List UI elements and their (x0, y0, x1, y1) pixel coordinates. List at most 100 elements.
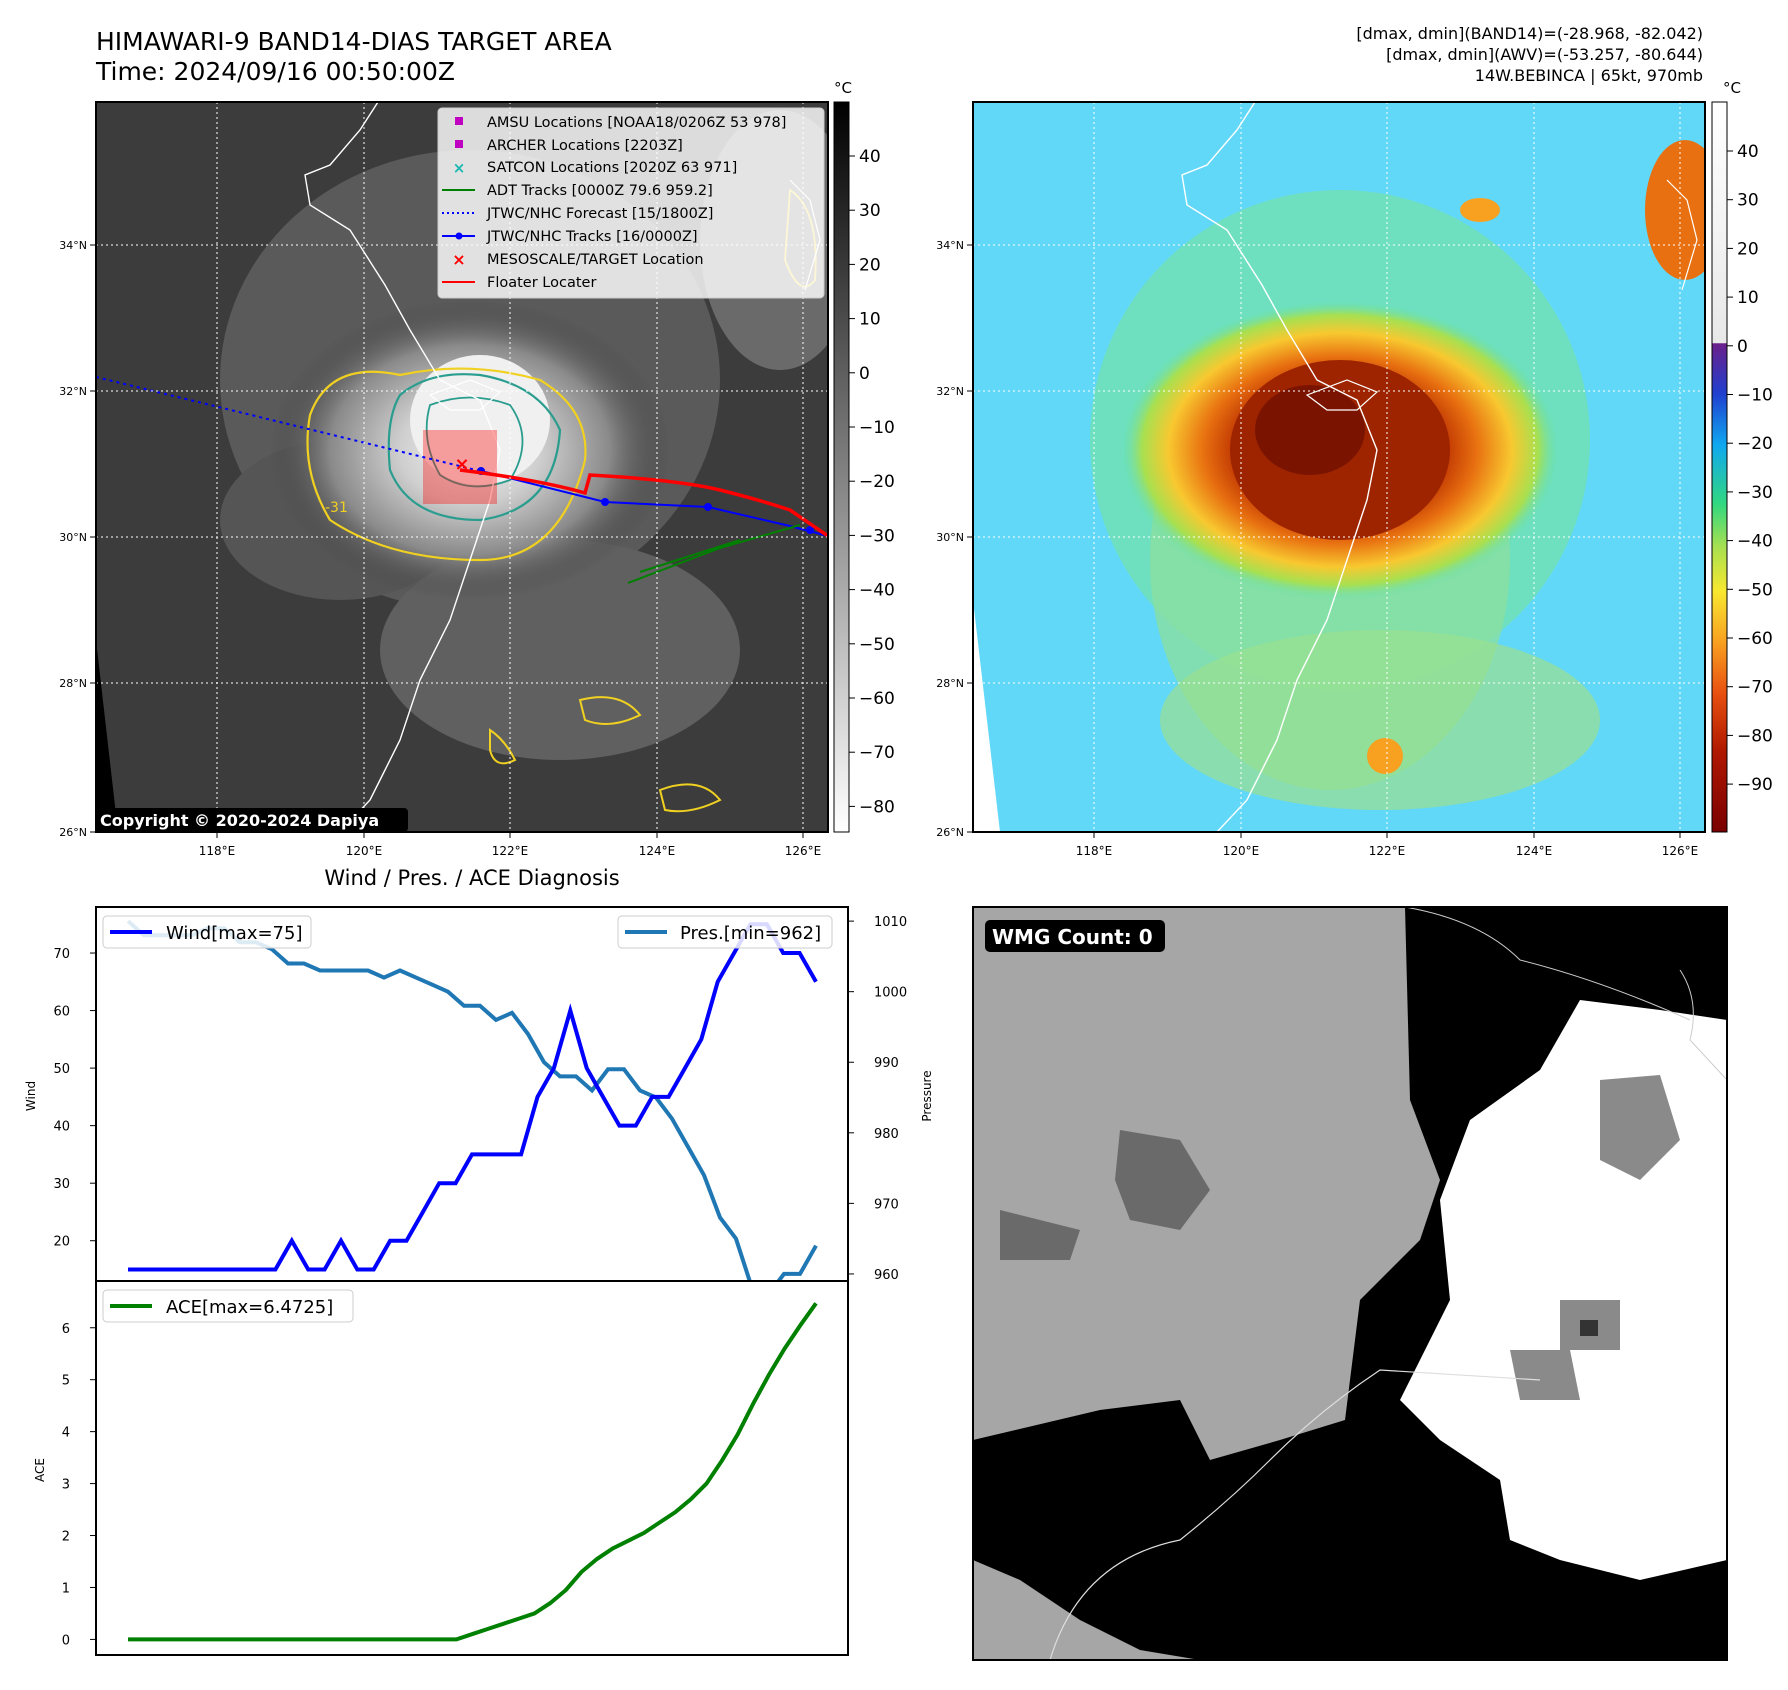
stats-awv: [dmax, dmin](AWV)=(-53.257, -80.644) (1386, 45, 1703, 64)
copyright-text: Copyright © 2020-2024 Dapiya (100, 811, 379, 830)
wind-tick: 30 (53, 1177, 70, 1192)
legend-satcon-symbol: × (453, 159, 466, 177)
ir-colorbar-tick: −60 (859, 689, 895, 709)
legend-satcon: SATCON Locations [2020Z 63 971] (487, 160, 737, 176)
legend-floater: Floater Locater (487, 275, 596, 291)
ir-colorbar-tick: −30 (859, 526, 895, 546)
pressure-tick: 1000 (874, 986, 907, 1001)
ir-lat-tick: 30°N (59, 531, 87, 544)
awv-lat-tick: 28°N (936, 677, 964, 690)
pressure-tick: 970 (874, 1197, 899, 1212)
awv-colorbar-tick: −10 (1737, 386, 1773, 406)
legend-adt: ADT Tracks [0000Z 79.6 959.2] (487, 183, 713, 199)
awv-colorbar-tick: 0 (1737, 337, 1748, 357)
legend-tracks: JTWC/NHC Tracks [16/0000Z] (486, 229, 698, 245)
legend-target: MESOSCALE/TARGET Location (487, 252, 704, 268)
wmg-count-box (985, 920, 1165, 952)
ir-colorbar-tick: 10 (859, 310, 881, 330)
pressure-legend-label: Pres.[min=962] (680, 923, 821, 944)
legend-archer: ARCHER Locations [2203Z] (487, 138, 683, 154)
ace-series-line (128, 1302, 818, 1642)
pressure-tick: 960 (874, 1268, 899, 1283)
awv-lat-tick: 32°N (936, 385, 964, 398)
awv-colorbar-tick: 20 (1737, 239, 1759, 259)
ace-tick: 4 (62, 1426, 70, 1441)
ace-legend-label: ACE[max=6.4725] (166, 1297, 333, 1318)
ir-colorbar-tick: −20 (859, 472, 895, 492)
ir-lon-tick: 118°E (199, 844, 236, 858)
awv-colorbar: °C 40 30 20 10 0 −10 −20 −30 −40 −50 −60 −70 −80 −90 (1711, 79, 1773, 833)
awv-colorbar-tick: −60 (1737, 629, 1773, 649)
page-time: Time: 2024/09/16 00:50:00Z (95, 57, 455, 86)
awv-map-ticks: 118°E 120°E 122°E 124°E 126°E 34°N 32°N 30°N 28°… (936, 239, 1698, 858)
awv-lat-tick: 34°N (936, 239, 964, 252)
wind-legend: Wind[max=75] (102, 915, 312, 949)
awv-lon-tick: 126°E (1662, 844, 1699, 858)
awv-lat-tick: 26°N (936, 826, 964, 839)
wind-tick: 60 (53, 1005, 70, 1020)
copyright-box (96, 808, 408, 832)
ir-colorbar-tick: 30 (859, 201, 881, 221)
ir-colorbar-tick: −70 (859, 743, 895, 763)
ace-tick: 5 (62, 1374, 70, 1389)
ir-colorbar: °C 40 30 20 10 0 −10 −20 −30 −40 −50 −60 −70 −80 (833, 79, 895, 833)
awv-colorbar-tick: 40 (1737, 142, 1759, 162)
awv-colorbar-tick: 10 (1737, 288, 1759, 308)
diagnosis-title: Wind / Pres. / ACE Diagnosis (324, 866, 619, 890)
ir-lat-tick: 26°N (59, 826, 87, 839)
ir-legend: AMSU Locations [NOAA18/0206Z 53 978] ARC… (437, 107, 825, 299)
awv-colorbar-tick: −80 (1737, 726, 1773, 746)
ir-colorbar-tick: −40 (859, 581, 895, 601)
pressure-axis-label: Pressure (920, 1070, 934, 1121)
awv-lat-tick: 30°N (936, 531, 964, 544)
legend-archer-symbol (455, 140, 463, 148)
awv-colorbar-tick: 30 (1737, 191, 1759, 211)
legend-amsu-symbol (455, 117, 463, 125)
ir-lon-tick: 124°E (639, 844, 676, 858)
ir-lon-tick: 122°E (492, 844, 529, 858)
wind-legend-label: Wind[max=75] (166, 923, 303, 944)
awv-colorbar-tick: −90 (1737, 775, 1773, 795)
ir-lat-tick: 28°N (59, 677, 87, 690)
contour-label: -31 (325, 500, 348, 516)
storm-info: 14W.BEBINCA | 65kt, 970mb (1475, 66, 1703, 85)
wind-tick: 40 (53, 1120, 70, 1135)
pressure-tick: 990 (874, 1056, 899, 1071)
pressure-tick: 1010 (874, 915, 907, 930)
stats-band14: [dmax, dmin](BAND14)=(-28.968, -82.042) (1356, 24, 1703, 43)
page-title: HIMAWARI-9 BAND14-DIAS TARGET AREA (96, 27, 612, 56)
awv-lon-tick: 118°E (1076, 844, 1113, 858)
ace-tick: 0 (62, 1633, 70, 1648)
wind-tick: 50 (53, 1062, 70, 1077)
ir-lon-tick: 120°E (346, 844, 383, 858)
ir-lon-tick: 126°E (785, 844, 822, 858)
ace-axis-label: ACE (33, 1458, 47, 1482)
ir-colorbar-tick: 40 (859, 147, 881, 167)
ir-colorbar-tick: 0 (859, 364, 870, 384)
ir-colorbar-tick: −80 (859, 797, 895, 817)
pressure-tick: 980 (874, 1127, 899, 1142)
ir-colorbar-tick: 20 (859, 255, 881, 275)
awv-colorbar-tick: −70 (1737, 678, 1773, 698)
awv-lon-tick: 124°E (1516, 844, 1553, 858)
ir-map-panel: -31 × Copyright © 2020-2024 Dapiya (59, 101, 829, 858)
legend-target-symbol: × (452, 250, 465, 269)
ace-tick: 6 (62, 1322, 70, 1337)
ir-colorbar-tick: −50 (859, 635, 895, 655)
ace-tick: 3 (62, 1478, 70, 1493)
svg-text:×: × (454, 454, 469, 475)
ace-tick: 1 (62, 1581, 70, 1596)
awv-lon-tick: 120°E (1223, 844, 1260, 858)
ir-map-ticks: 118°E 120°E 122°E 124°E 126°E 34°N 32°N 30°N 28°… (59, 239, 821, 858)
ace-chart: 0 1 2 3 4 5 6 ACE ACE[max=6.4725] (33, 1280, 849, 1656)
awv-colorbar-tick: −20 (1737, 434, 1773, 454)
ace-tick: 2 (62, 1530, 70, 1545)
legend-forecast: JTWC/NHC Forecast [15/1800Z] (486, 206, 713, 222)
awv-map-panel: 118°E 120°E 122°E 124°E 126°E 34°N 32°N 30°N 28°… (936, 101, 1706, 858)
awv-colorbar-unit: °C (1723, 79, 1741, 97)
wind-axis-label: Wind (24, 1081, 38, 1111)
wmg-panel: WMG Count: 0 (972, 906, 1728, 1661)
awv-colorbar-tick: −30 (1737, 483, 1773, 503)
ir-lat-tick: 34°N (59, 239, 87, 252)
